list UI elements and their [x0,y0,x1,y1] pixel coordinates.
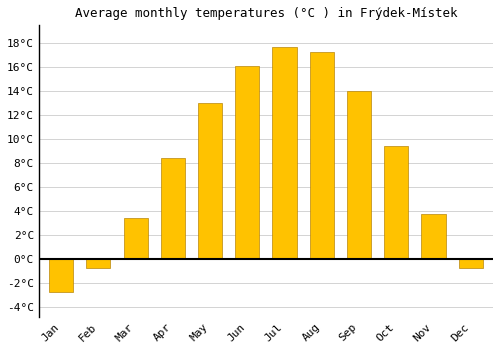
Bar [310,52,334,259]
Bar [422,214,446,259]
Title: Average monthly temperatures (°C ) in Frýdek-Místek: Average monthly temperatures (°C ) in Fr… [74,7,457,20]
Bar [272,47,296,259]
Bar [458,259,483,268]
Bar [86,259,110,268]
Bar [198,103,222,259]
Bar [49,259,73,292]
Bar [347,91,371,259]
Bar [124,218,148,259]
Bar [160,159,185,259]
Bar [235,66,260,259]
Bar [384,146,408,259]
